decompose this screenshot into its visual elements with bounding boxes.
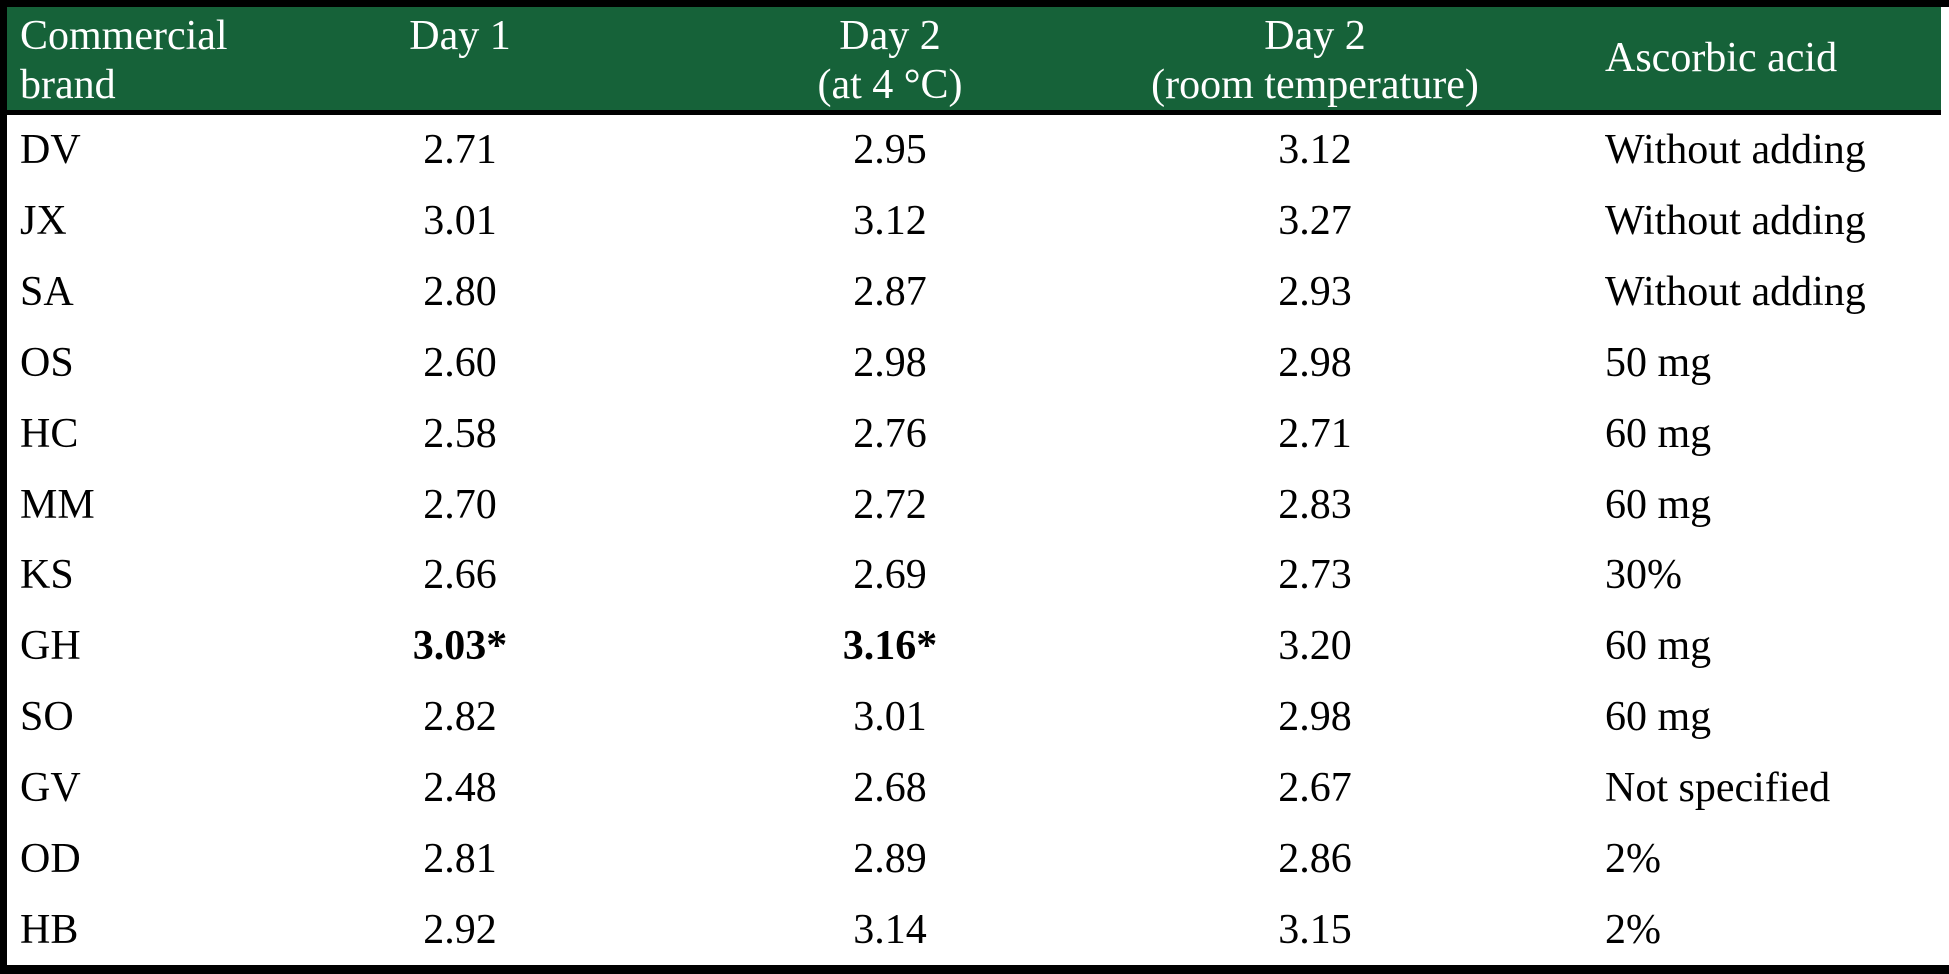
cell-day2-room: 2.83 — [1278, 481, 1352, 528]
cell-day2-room: 2.98 — [1278, 694, 1352, 741]
cell-day1: 2.70 — [423, 481, 497, 528]
cell-ascorbic: Without adding — [1605, 127, 1866, 174]
column-header-ascorbic-acid: Ascorbic acid — [1605, 35, 1838, 81]
table-row: OS 2.60 2.98 2.98 50 mg — [7, 327, 1949, 398]
cell-day1: 2.48 — [423, 764, 497, 811]
cell-ascorbic: Not specified — [1605, 764, 1831, 811]
cell-ascorbic: 60 mg — [1605, 410, 1712, 457]
cell-day2-cold: 3.16* — [842, 623, 938, 670]
cell-ascorbic: 60 mg — [1605, 623, 1712, 670]
cell-day2-room: 2.67 — [1278, 764, 1352, 811]
cell-brand: GH — [20, 623, 81, 670]
cell-brand: HC — [20, 410, 79, 457]
cell-day2-cold: 2.95 — [853, 127, 927, 174]
cell-day1: 2.81 — [423, 835, 497, 882]
cell-ascorbic: Without adding — [1605, 198, 1866, 245]
table-header-row: Commercial brand Day 1 Day 2 (at 4 °C) D… — [7, 7, 1941, 115]
cell-day2-room: 3.12 — [1278, 127, 1352, 174]
cell-day2-cold: 2.76 — [853, 410, 927, 457]
cell-day2-room: 3.27 — [1278, 198, 1352, 245]
table-row: MM 2.70 2.72 2.83 60 mg — [7, 469, 1949, 540]
cell-brand: SA — [20, 269, 74, 316]
cell-day2-cold: 3.12 — [853, 198, 927, 245]
cell-brand: DV — [20, 127, 81, 174]
cell-day1: 2.58 — [423, 410, 497, 457]
cell-brand: OD — [20, 835, 81, 882]
column-header-day1: Day 1 — [409, 13, 511, 59]
cell-ascorbic: 2% — [1605, 906, 1661, 953]
cell-ascorbic: 2% — [1605, 835, 1661, 882]
cell-day2-cold: 3.01 — [853, 694, 927, 741]
column-header-day2-room: Day 2 (room temperature) — [1151, 13, 1479, 108]
cell-day2-room: 2.93 — [1278, 269, 1352, 316]
cell-day2-room: 2.98 — [1278, 339, 1352, 386]
cell-ascorbic: 60 mg — [1605, 481, 1712, 528]
table-body: DV 2.71 2.95 3.12 Without adding JX 3.01… — [7, 115, 1949, 965]
cell-ascorbic: Without adding — [1605, 269, 1866, 316]
cell-brand: OS — [20, 339, 74, 386]
cell-day1: 2.60 — [423, 339, 497, 386]
cell-day2-cold: 2.89 — [853, 835, 927, 882]
cell-day2-room: 2.86 — [1278, 835, 1352, 882]
cell-day1: 3.01 — [423, 198, 497, 245]
cell-day1: 2.92 — [423, 906, 497, 953]
cell-day2-room: 3.20 — [1278, 623, 1352, 670]
table-row: SA 2.80 2.87 2.93 Without adding — [7, 257, 1949, 328]
table-row: KS 2.66 2.69 2.73 30% — [7, 540, 1949, 611]
cell-ascorbic: 60 mg — [1605, 694, 1712, 741]
cell-day2-room: 2.73 — [1278, 552, 1352, 599]
cell-day1: 2.80 — [423, 269, 497, 316]
table-row: SO 2.82 3.01 2.98 60 mg — [7, 682, 1949, 753]
cell-day2-cold: 2.69 — [853, 552, 927, 599]
table-row: DV 2.71 2.95 3.12 Without adding — [7, 115, 1949, 186]
cell-brand: KS — [20, 552, 74, 599]
cell-brand: JX — [20, 198, 67, 245]
column-header-commercial-brand: Commercial brand — [20, 13, 228, 108]
cell-day2-cold: 2.87 — [853, 269, 927, 316]
cell-day1: 2.71 — [423, 127, 497, 174]
cell-brand: HB — [20, 906, 79, 953]
cell-day1: 3.03* — [412, 623, 508, 670]
table-row: OD 2.81 2.89 2.86 2% — [7, 823, 1949, 894]
table-row: GV 2.48 2.68 2.67 Not specified — [7, 752, 1949, 823]
cell-day2-cold: 2.98 — [853, 339, 927, 386]
table-row: GH 3.03* 3.16* 3.20 60 mg — [7, 611, 1949, 682]
cell-brand: SO — [20, 694, 74, 741]
cell-brand: MM — [20, 481, 95, 528]
cell-ascorbic: 30% — [1605, 552, 1682, 599]
cell-day2-cold: 3.14 — [853, 906, 927, 953]
cell-day1: 2.66 — [423, 552, 497, 599]
cell-day2-room: 3.15 — [1278, 906, 1352, 953]
column-header-day2-cold: Day 2 (at 4 °C) — [817, 13, 963, 108]
table-row: HB 2.92 3.14 3.15 2% — [7, 894, 1949, 965]
cell-day2-cold: 2.72 — [853, 481, 927, 528]
cell-day2-room: 2.71 — [1278, 410, 1352, 457]
table-row: JX 3.01 3.12 3.27 Without adding — [7, 186, 1949, 257]
cell-brand: GV — [20, 764, 81, 811]
cell-ascorbic: 50 mg — [1605, 339, 1712, 386]
table-row: HC 2.58 2.76 2.71 60 mg — [7, 398, 1949, 469]
cell-day1: 2.82 — [423, 694, 497, 741]
cell-day2-cold: 2.68 — [853, 764, 927, 811]
